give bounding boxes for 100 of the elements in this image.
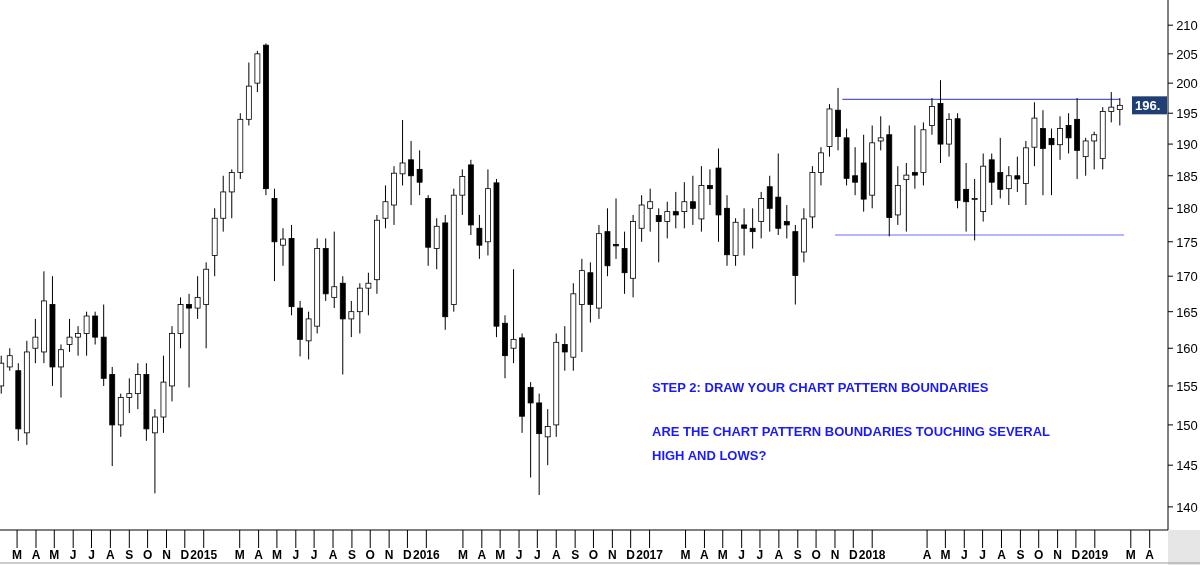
y-tick-label: 205 <box>1176 46 1198 62</box>
x-tick-label: A <box>254 548 264 562</box>
candlestick <box>758 191 765 239</box>
candlestick <box>83 311 90 357</box>
x-tick-label: J <box>515 548 523 562</box>
x-tick-label: D <box>1071 548 1081 562</box>
candlestick <box>647 188 654 233</box>
y-tick-label: 210 <box>1176 18 1198 34</box>
candlestick <box>399 119 406 186</box>
candlestick <box>749 207 756 250</box>
x-tick-label: M <box>12 548 23 562</box>
candlestick <box>1116 97 1123 126</box>
candlestick <box>672 191 679 229</box>
x-tick-label: M <box>940 548 951 562</box>
candlestick <box>655 207 662 263</box>
x-tick-label: J <box>88 548 95 562</box>
x-tick-label: M <box>1125 548 1136 562</box>
y-tick-label: 160 <box>1176 341 1198 357</box>
candlestick <box>66 318 73 353</box>
x-tick-label: D <box>626 548 636 562</box>
x-tick-label: A <box>1145 548 1155 562</box>
x-tick-label: O <box>811 548 821 562</box>
x-tick-label: 2015 <box>190 548 218 562</box>
x-tick-label: O <box>142 548 153 562</box>
x-tick-label: M <box>495 548 506 562</box>
annotation: 196. <box>1135 98 1161 114</box>
candlestick <box>638 194 645 243</box>
x-tick-label: J <box>292 548 300 562</box>
candlestick <box>6 347 13 372</box>
annotation: STEP 2: DRAW YOUR CHART PATTERN BOUNDARIES <box>652 380 989 395</box>
x-tick-label: J <box>979 548 986 562</box>
candlestick <box>877 115 884 151</box>
x-tick-label: J <box>756 548 764 562</box>
x-tick-label: S <box>347 548 356 562</box>
candlestick <box>382 184 389 229</box>
y-tick-label: 155 <box>1176 378 1198 394</box>
x-tick-label: S <box>125 548 134 562</box>
y-tick-label: 190 <box>1176 137 1198 153</box>
y-tick-label: 180 <box>1176 201 1198 217</box>
candlestick <box>356 282 363 334</box>
candlestick <box>1082 137 1089 177</box>
candlestick <box>228 168 235 219</box>
x-tick-label: O <box>1034 548 1044 562</box>
candlestick <box>305 311 312 360</box>
x-tick-label: O <box>365 548 375 562</box>
x-tick-label: A <box>328 548 338 562</box>
x-tick-label: N <box>1053 548 1062 562</box>
x-tick-label: M <box>717 548 728 562</box>
candlestick <box>348 300 355 338</box>
x-tick-label: 2016 <box>412 548 441 562</box>
candlestick <box>1014 156 1021 193</box>
x-tick-label: 2017 <box>636 548 664 562</box>
x-tick-label: A <box>477 548 487 562</box>
x-tick-label: A <box>700 548 710 562</box>
candlestick <box>561 325 568 372</box>
x-tick-label: O <box>588 548 599 562</box>
candlestick <box>613 197 619 260</box>
candlestick <box>365 272 372 316</box>
y-tick-label: 175 <box>1176 234 1198 250</box>
candlestick <box>58 344 64 398</box>
x-tick-label: M <box>49 548 60 562</box>
y-tick-label: 165 <box>1176 304 1198 320</box>
y-tick-label: 145 <box>1176 458 1198 474</box>
y-tick-label: 185 <box>1176 168 1198 184</box>
candlestick <box>1005 165 1012 206</box>
x-tick-label: 2019 <box>1081 548 1109 562</box>
x-tick-label: J <box>69 548 77 562</box>
x-tick-label: J <box>310 548 318 562</box>
candlestick <box>510 268 517 364</box>
candlestick <box>903 162 910 233</box>
candlestick <box>280 227 286 267</box>
x-tick-label: D <box>403 548 413 562</box>
x-tick-label: S <box>1016 548 1025 562</box>
x-tick-label: N <box>384 548 394 562</box>
candlestick <box>408 140 414 206</box>
x-tick-label: N <box>830 548 840 562</box>
candlestick <box>681 181 688 229</box>
candlestick <box>134 362 141 410</box>
candlestick <box>1048 128 1055 196</box>
candlestick <box>527 381 534 479</box>
candlestick <box>707 168 713 206</box>
candlestick <box>689 175 696 226</box>
x-tick-label: M <box>457 548 468 562</box>
candlestick <box>963 162 970 233</box>
x-tick-label: M <box>680 548 691 562</box>
candlestick <box>766 175 773 233</box>
candlestick <box>544 408 551 466</box>
candlestick <box>911 124 918 190</box>
x-tick-label: A <box>31 548 41 562</box>
candlestick <box>1040 109 1046 196</box>
x-tick-label: N <box>608 548 617 562</box>
x-tick-label: N <box>162 548 171 562</box>
candlestick <box>331 231 338 309</box>
candlestick <box>194 275 201 320</box>
candlestick <box>664 201 671 239</box>
x-tick-label: J <box>960 548 968 562</box>
candlestick <box>741 207 747 256</box>
x-tick-label: 2018 <box>858 548 886 562</box>
x-tick-label: A <box>774 548 784 562</box>
x-tick-label: S <box>793 548 802 562</box>
